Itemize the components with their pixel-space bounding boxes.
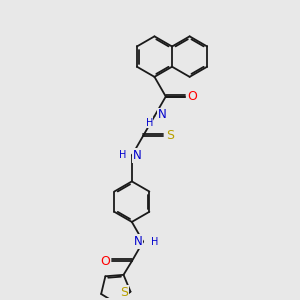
Text: H: H: [146, 118, 153, 128]
Text: O: O: [100, 255, 110, 268]
Text: S: S: [120, 286, 128, 299]
Text: H: H: [152, 237, 159, 247]
Text: N: N: [158, 108, 167, 121]
Text: N: N: [134, 235, 142, 248]
Text: S: S: [166, 129, 174, 142]
Text: N: N: [132, 149, 141, 162]
Text: O: O: [187, 90, 197, 103]
Text: H: H: [119, 151, 127, 160]
